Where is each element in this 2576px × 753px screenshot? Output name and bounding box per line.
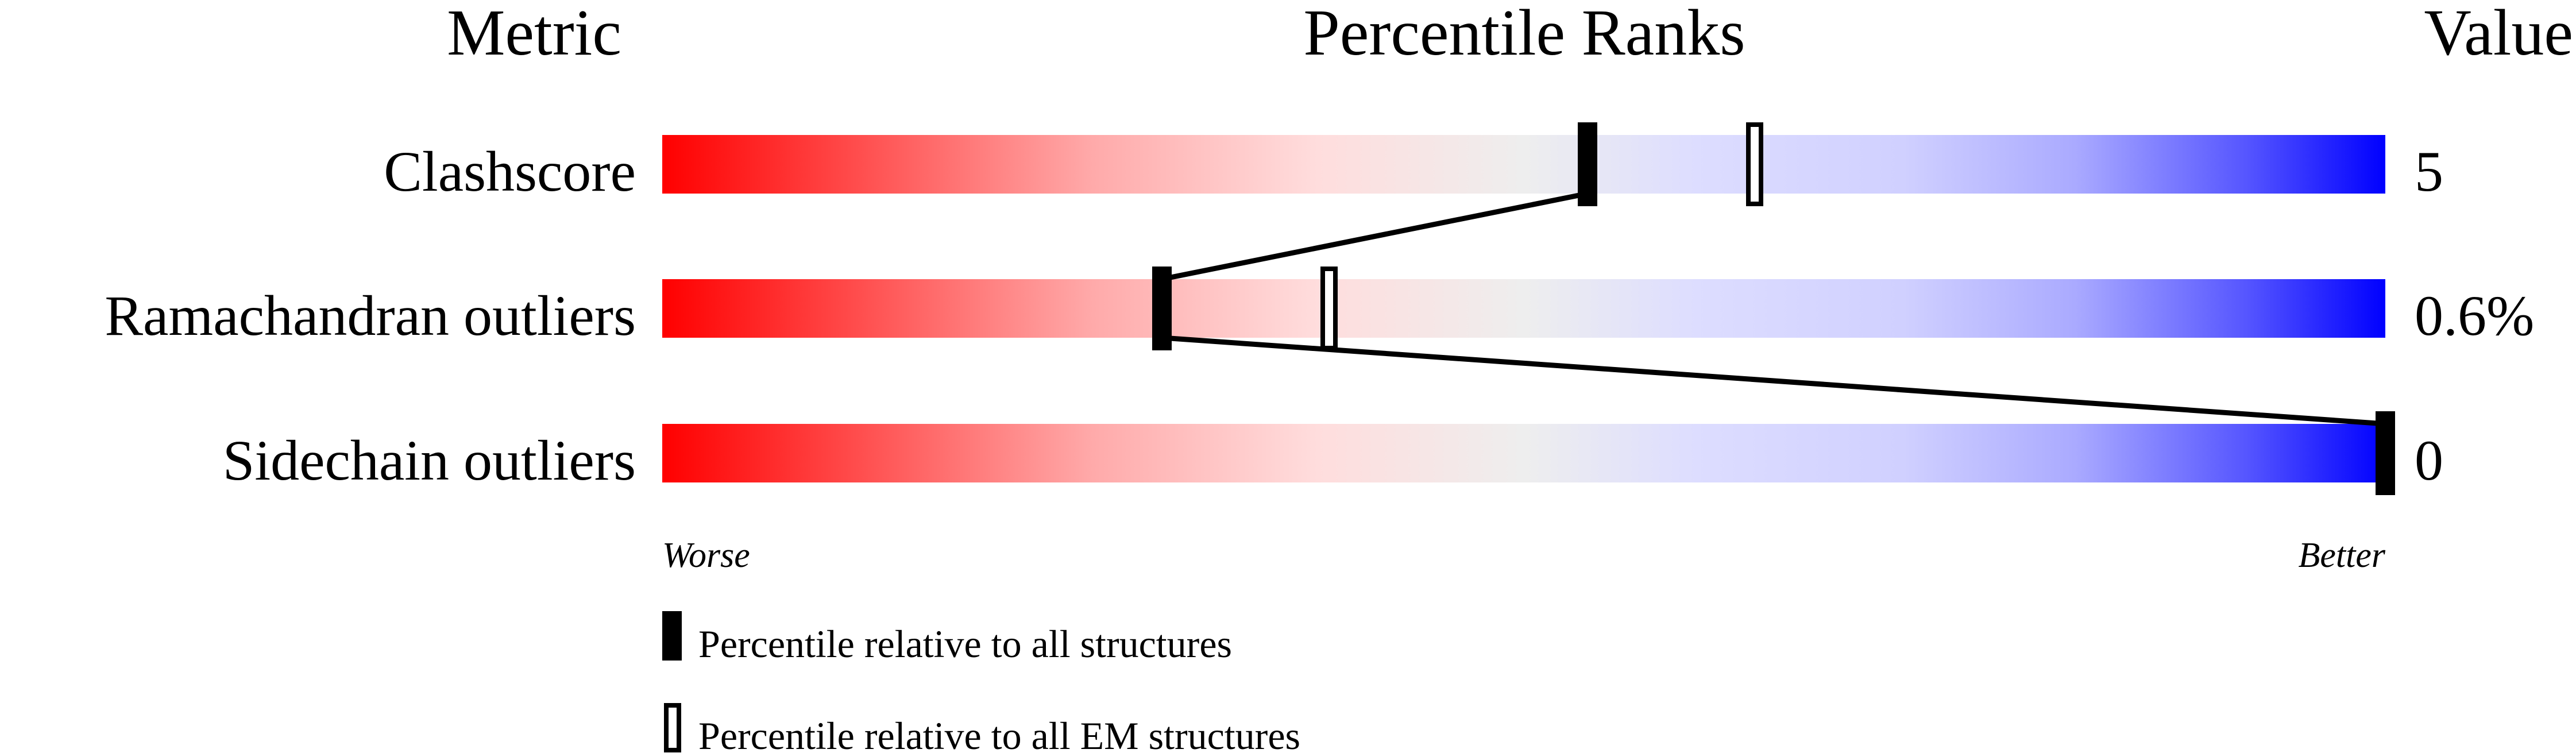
metric-label: Sidechain outliers <box>223 428 636 492</box>
marker-em <box>1746 122 1763 206</box>
connector-line <box>1161 191 1588 282</box>
legend-label-all: Percentile relative to all structures <box>698 622 1232 666</box>
legend-label-em: Percentile relative to all EM structures <box>698 714 1300 753</box>
legend-hollow-marker <box>664 703 681 752</box>
better-label: Better <box>2299 536 2386 575</box>
metric-value: 0 <box>2415 428 2443 492</box>
worse-label: Worse <box>662 536 750 575</box>
metric-label: Clashscore <box>384 140 636 203</box>
header-value: Value <box>2424 0 2573 69</box>
connector-line <box>1161 335 2386 427</box>
percentile-bar <box>662 279 2385 338</box>
header-metric: Metric <box>447 0 621 69</box>
marker-all <box>1578 122 1597 206</box>
marker-em <box>1320 267 1338 350</box>
legend-filled-marker <box>662 611 682 661</box>
metric-value: 5 <box>2415 140 2443 203</box>
percentile-bar <box>662 424 2385 482</box>
header-percentile-ranks: Percentile Ranks <box>1303 0 1745 69</box>
metric-label: Ramachandran outliers <box>105 284 636 347</box>
metric-value: 0.6% <box>2415 284 2534 347</box>
percentile-bar <box>662 135 2385 194</box>
